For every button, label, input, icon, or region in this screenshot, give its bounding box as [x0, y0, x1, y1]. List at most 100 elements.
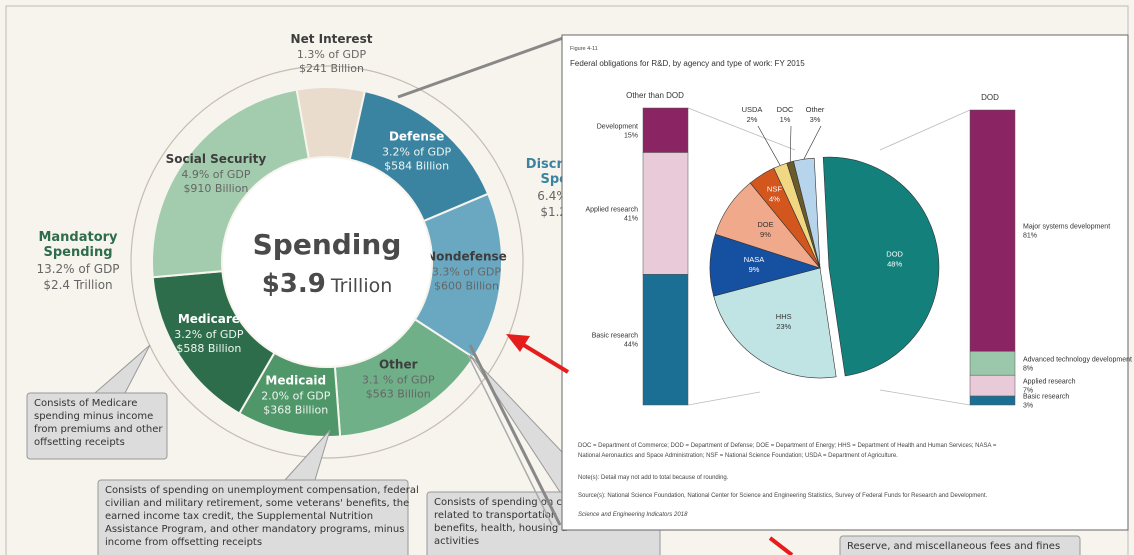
segment-label: Social Security 4.9% of GDP $910 Billion	[166, 152, 267, 195]
segment-label: Other 3.1 % of GDP $563 Billion	[362, 358, 435, 401]
bar-value: 44%	[624, 342, 638, 349]
bar-category: Applied research	[585, 206, 638, 213]
footnote: Source(s): National Science Foundation, …	[578, 493, 988, 499]
segment-gdp: 4.9% of GDP	[181, 168, 251, 181]
group-gdp: 13.2% of GDP	[36, 262, 119, 276]
segment-value: $910 Billion	[183, 182, 248, 195]
slice-name: NSF	[767, 184, 782, 193]
segment-name: Medicaid	[265, 373, 326, 387]
slice-label: HHS 23%	[776, 312, 792, 331]
slice-value: 1%	[780, 115, 791, 124]
segment-label: Defense 3.2% of GDP $584 Billion	[382, 129, 452, 172]
segment-name: Defense	[389, 129, 444, 143]
bar-title: DOD	[981, 93, 999, 102]
segment-gdp: 3.3% of GDP	[432, 265, 502, 278]
slice-name: NASA	[744, 255, 764, 264]
stacked-bar-segment	[642, 274, 689, 406]
segment-gdp: 3.2% of GDP	[382, 145, 452, 158]
leader-line	[803, 125, 822, 160]
figure-title: Federal obligations for R&D, by agency a…	[570, 59, 805, 68]
bar-value: 7%	[1023, 388, 1033, 395]
bar-title: Other than DOD	[626, 91, 684, 100]
stacked-bar-segment	[969, 351, 1016, 376]
center-amount: $3.9	[262, 269, 326, 299]
bar-label: Advanced technology development 8%	[1023, 356, 1132, 372]
slice-value: 48%	[887, 260, 902, 269]
segment-label: Medicaid 2.0% of GDP $368 Billion	[261, 373, 331, 416]
segment-name: Other	[379, 358, 418, 372]
bar-category: Development	[597, 123, 638, 130]
segment-gdp: 3.1 % of GDP	[362, 374, 435, 387]
slice-label: DOC 1%	[777, 105, 794, 124]
segment-name: Nondefense	[426, 249, 507, 263]
rd-figure: Figure 4-11 Federal obligations for R&D, …	[561, 34, 1132, 531]
segment-gdp: 3.2% of GDP	[174, 328, 244, 341]
callout-text: related to transportation	[434, 510, 557, 521]
slice-name: DOC	[777, 105, 794, 114]
pie-slice	[822, 156, 940, 377]
pie-connector	[687, 107, 796, 151]
slice-label: NSF 4%	[767, 184, 782, 203]
callout-text: Consists of spending on unemployment com…	[105, 485, 419, 496]
connector	[468, 344, 562, 526]
slice-name: HHS	[776, 312, 792, 321]
slice-value: 4%	[769, 194, 780, 203]
bar-value: 8%	[1023, 365, 1033, 372]
center-total: $3.9 Trillion	[262, 269, 393, 299]
footnote: Note(s): Detail may not add to total bec…	[578, 475, 729, 481]
callout-text: from premiums and other	[34, 424, 163, 435]
stacked-bar-segment	[642, 152, 689, 275]
footnote: National Aeronautics and Space Administr…	[578, 453, 898, 459]
stacked-bar-segment	[969, 109, 1016, 352]
leader-line	[789, 125, 792, 163]
connector	[397, 36, 564, 99]
center-title: Spending	[253, 228, 402, 261]
group-label: Mandatory Spending 13.2% of GDP $2.4 Trilli…	[36, 230, 119, 292]
callout-text: Assistance Program, and other mandatory …	[105, 524, 404, 535]
bar-value: 3%	[1023, 403, 1033, 410]
group-name: Mandatory	[38, 230, 118, 245]
bar-label: Basic research 44%	[592, 333, 638, 349]
slice-value: 9%	[760, 230, 771, 239]
bar-value: 15%	[624, 132, 638, 139]
slice-name: USDA	[742, 105, 763, 114]
segment-value: $368 Billion	[263, 403, 328, 416]
group-value: $2.4 Trillion	[43, 278, 112, 292]
slice-label: NASA 9%	[744, 255, 764, 274]
slice-name: DOD	[886, 250, 903, 259]
pie-slice	[713, 267, 837, 379]
callout-text: Reserve, and miscellaneous fees and fine…	[847, 541, 1060, 552]
slice-name: Other	[806, 105, 825, 114]
segment-name: Medicare	[178, 312, 240, 326]
bar-label: Development 15%	[597, 123, 638, 139]
segment-label: Net Interest 1.3% of GDP $241 Billion	[291, 32, 373, 75]
bar-label: Major systems development 81%	[1023, 224, 1110, 240]
outer-ring	[130, 65, 524, 459]
segment-value: $563 Billion	[366, 388, 431, 401]
segment-value: $241 Billion	[299, 62, 364, 75]
segment-value: $584 Billion	[384, 159, 449, 172]
callout-box	[26, 392, 168, 460]
slice-value: 3%	[810, 115, 821, 124]
arrow	[520, 342, 570, 374]
bar-category: Basic research	[1023, 394, 1069, 401]
bar-value: 81%	[1023, 233, 1037, 240]
slice-label: Other 3%	[806, 105, 825, 124]
segment-name: Net Interest	[291, 32, 373, 46]
segment-name: Social Security	[166, 152, 267, 166]
stacked-bar-segment	[969, 395, 1016, 406]
arrow	[768, 536, 794, 555]
bar-label: Basic research 3%	[1023, 394, 1069, 410]
bar-category: Basic research	[592, 333, 638, 340]
callout-box	[97, 479, 409, 555]
pie-connector	[879, 389, 971, 406]
callout-text: earned income tax credit, the Supplement…	[105, 511, 373, 522]
segment-label: Medicare 3.2% of GDP $588 Billion	[174, 312, 244, 355]
slice-name: DOE	[757, 220, 773, 229]
callout-text: Consists of spending on ce	[434, 497, 568, 508]
slice-value: 2%	[747, 115, 758, 124]
segment-label: Nondefense 3.3% of GDP $600 Billion	[426, 249, 507, 292]
arrowhead	[506, 334, 530, 352]
callout-text: offsetting receipts	[34, 437, 125, 448]
